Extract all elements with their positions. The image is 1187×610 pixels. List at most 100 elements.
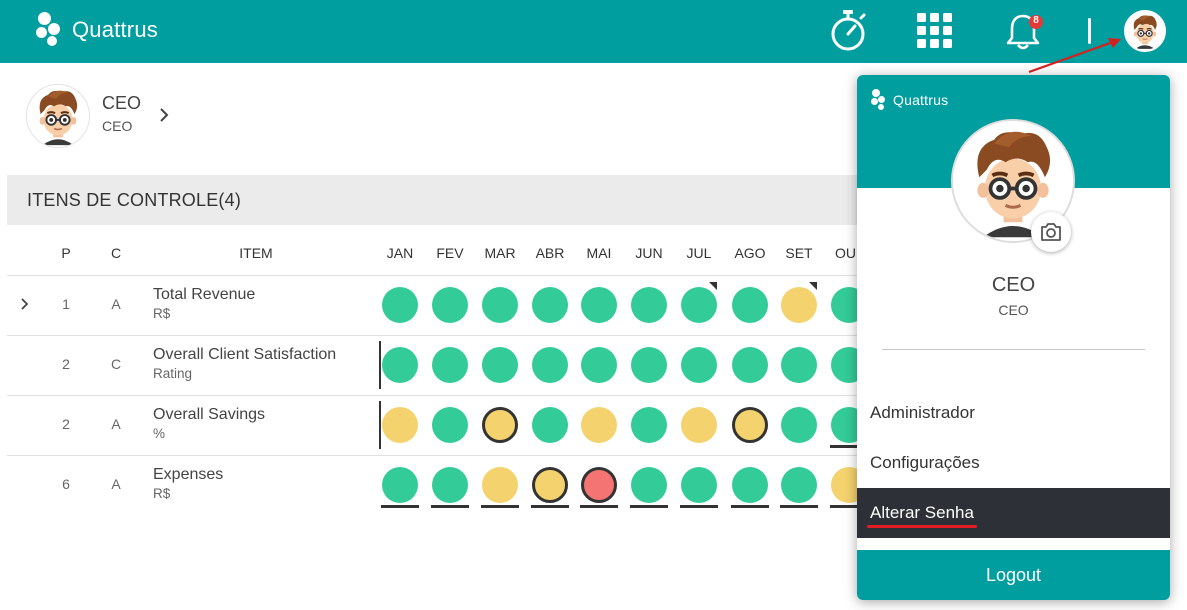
status-indicator[interactable]	[482, 287, 518, 323]
status-indicator[interactable]	[482, 407, 518, 443]
menu-item-alterar-senha[interactable]: Alterar Senha	[857, 488, 1170, 538]
row-p: 6	[62, 476, 70, 492]
status-indicator[interactable]	[681, 467, 717, 503]
brand-name: Quattrus	[72, 17, 158, 42]
dropdown-brand-name: Quattrus	[893, 92, 949, 108]
apps-grid-icon[interactable]	[917, 13, 953, 54]
status-indicator[interactable]	[581, 287, 617, 323]
status-indicator[interactable]	[732, 287, 768, 323]
status-indicator[interactable]	[732, 467, 768, 503]
status-indicator[interactable]	[681, 407, 717, 443]
item-title[interactable]: Overall Client Satisfaction	[153, 346, 337, 363]
item-unit: R$	[153, 306, 171, 321]
column-header-month[interactable]: JAN	[386, 245, 414, 261]
status-indicator[interactable]	[581, 407, 617, 443]
status-indicator[interactable]	[581, 467, 617, 503]
status-indicator[interactable]	[631, 467, 667, 503]
divider	[882, 349, 1145, 350]
column-header-month[interactable]: SET	[785, 245, 813, 261]
red-arrow-annotation	[1028, 38, 1121, 74]
quattrus-logo-icon	[36, 12, 68, 48]
red-underline-annotation	[867, 525, 977, 528]
comment-marker	[709, 282, 717, 290]
camera-icon[interactable]	[1031, 212, 1071, 252]
column-header-month[interactable]: FEV	[436, 245, 464, 261]
status-indicator[interactable]	[732, 347, 768, 383]
status-indicator[interactable]	[781, 407, 817, 443]
section-title: ITENS DE CONTROLE(4)	[27, 190, 242, 210]
status-indicator[interactable]	[631, 407, 667, 443]
logout-button[interactable]: Logout	[857, 550, 1170, 600]
status-indicator[interactable]	[732, 407, 768, 443]
status-indicator[interactable]	[631, 287, 667, 323]
status-indicator[interactable]	[532, 347, 568, 383]
column-header-item[interactable]: ITEM	[239, 245, 273, 261]
trend-underline	[630, 505, 668, 508]
status-indicator[interactable]	[532, 287, 568, 323]
dropdown-user-role: CEO	[998, 302, 1029, 318]
menu-item-label: Alterar Senha	[870, 503, 974, 522]
comment-marker	[809, 282, 817, 290]
status-indicator[interactable]	[382, 347, 418, 383]
status-indicator[interactable]	[532, 407, 568, 443]
dropdown-brand-logo: Quattrus	[871, 89, 948, 111]
status-indicator[interactable]	[382, 467, 418, 503]
trend-underline	[431, 505, 469, 508]
column-header-month[interactable]: ABR	[535, 245, 565, 261]
menu-item-configuracoes[interactable]: Configurações	[870, 453, 980, 472]
status-indicator[interactable]	[432, 287, 468, 323]
trend-underline	[680, 505, 718, 508]
item-title[interactable]: Overall Savings	[153, 406, 266, 423]
status-indicator[interactable]	[432, 347, 468, 383]
status-indicator[interactable]	[681, 347, 717, 383]
status-indicator[interactable]	[631, 347, 667, 383]
expand-row-chevron-icon[interactable]	[20, 296, 30, 317]
status-indicator[interactable]	[581, 347, 617, 383]
row-c: A	[111, 476, 121, 492]
status-indicator[interactable]	[432, 407, 468, 443]
trend-underline	[481, 505, 519, 508]
status-indicator[interactable]	[781, 467, 817, 503]
chevron-right-icon[interactable]	[158, 106, 170, 129]
status-indicator[interactable]	[482, 347, 518, 383]
column-header-month[interactable]: AGO	[734, 245, 766, 261]
notification-badge: 8	[1033, 15, 1039, 26]
item-unit: R$	[153, 486, 171, 501]
status-indicator[interactable]	[432, 467, 468, 503]
stopwatch-icon[interactable]	[828, 8, 868, 57]
row-divider	[7, 455, 867, 456]
column-header-month[interactable]: MAR	[484, 245, 516, 261]
target-marker	[379, 401, 381, 449]
row-p: 2	[62, 356, 70, 372]
trend-underline	[381, 505, 419, 508]
item-title[interactable]: Total Revenue	[153, 286, 256, 303]
divider	[1088, 18, 1091, 44]
item-unit: Rating	[153, 366, 193, 381]
menu-item-administrador[interactable]: Administrador	[870, 403, 975, 422]
item-title[interactable]: Expenses	[153, 466, 224, 483]
column-header-c[interactable]: C	[110, 245, 122, 261]
status-indicator[interactable]	[781, 347, 817, 383]
column-header-month[interactable]: OU	[835, 245, 856, 261]
row-divider	[7, 275, 867, 276]
status-indicator[interactable]	[532, 467, 568, 503]
status-indicator[interactable]	[781, 287, 817, 323]
status-indicator[interactable]	[681, 287, 717, 323]
row-divider	[7, 335, 867, 336]
brand-logo[interactable]: Quattrus	[36, 12, 158, 48]
user-menu-dropdown: Quattrus CEO CEO Administrador Configura…	[857, 75, 1170, 600]
user-avatar-button[interactable]	[1124, 10, 1166, 52]
status-indicator[interactable]	[382, 407, 418, 443]
column-header-p[interactable]: P	[61, 245, 71, 261]
status-indicator[interactable]	[482, 467, 518, 503]
bell-icon[interactable]: 8	[1003, 12, 1045, 57]
profile-avatar[interactable]	[26, 84, 90, 148]
column-header-month[interactable]: MAI	[586, 245, 612, 261]
row-c: C	[110, 356, 122, 372]
dropdown-user-name: CEO	[991, 274, 1036, 296]
item-unit: %	[153, 426, 166, 441]
column-header-month[interactable]: JUN	[635, 245, 663, 261]
column-header-month[interactable]: JUL	[686, 245, 712, 261]
status-indicator[interactable]	[382, 287, 418, 323]
profile-role: CEO	[102, 118, 133, 134]
